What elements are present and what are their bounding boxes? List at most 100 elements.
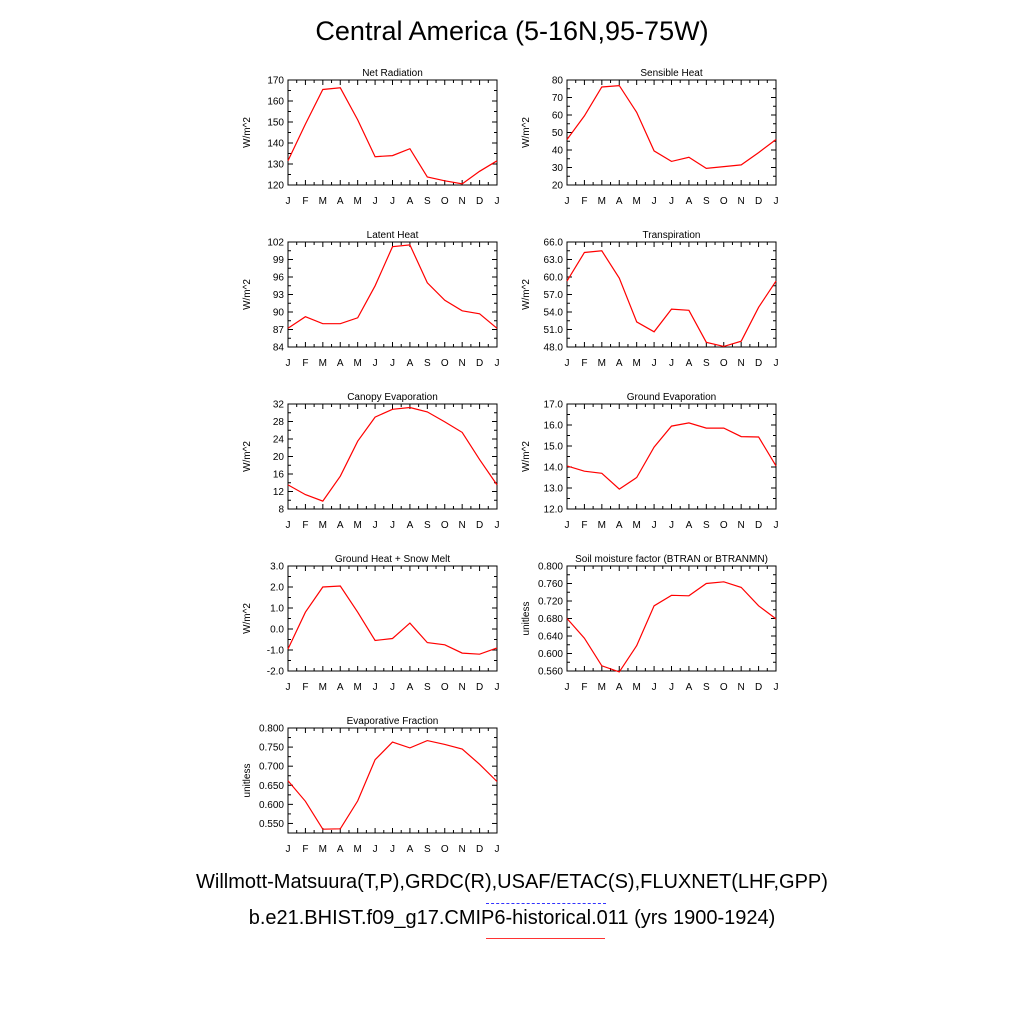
plot-frame bbox=[566, 565, 777, 672]
y-tick-label: 12.0 bbox=[544, 505, 564, 516]
chart-panel: Soil moisture factor (BTRAN or BTRANMN) u… bbox=[521, 554, 779, 693]
x-tick-label: N bbox=[738, 196, 745, 207]
y-tick-label: 20 bbox=[273, 452, 285, 463]
x-tick-label: F bbox=[302, 520, 308, 531]
y-tick-label: 90 bbox=[273, 308, 285, 319]
x-tick-label: A bbox=[407, 682, 414, 693]
x-tick-label: A bbox=[616, 682, 623, 693]
y-tick-label: 0.760 bbox=[538, 579, 563, 590]
series-line bbox=[566, 581, 777, 673]
y-tick-label: 0.640 bbox=[538, 632, 563, 643]
x-tick-label: J bbox=[669, 682, 674, 693]
chart-panel: Ground Evaporation W/m^2 12.0 13.0 14.0 15.0 1… bbox=[521, 392, 779, 531]
x-tick-label: S bbox=[424, 358, 431, 369]
x-tick-label: S bbox=[424, 682, 431, 693]
y-tick-label: 0.700 bbox=[259, 762, 284, 773]
x-tick-label: D bbox=[476, 682, 483, 693]
x-tick-label: A bbox=[407, 844, 414, 855]
footer-model-line: b.e21.BHIST.f09_g17.CMIP6-historical.011… bbox=[248, 907, 776, 929]
y-tick-label: 1.0 bbox=[270, 604, 284, 615]
x-tick-label: M bbox=[319, 196, 327, 207]
x-tick-label: J bbox=[495, 682, 500, 693]
x-tick-label: F bbox=[581, 358, 587, 369]
x-tick-label: M bbox=[598, 358, 606, 369]
x-tick-label: J bbox=[774, 358, 779, 369]
x-tick-label: F bbox=[302, 358, 308, 369]
x-tick-label: A bbox=[686, 682, 693, 693]
y-tick-label: 48.0 bbox=[544, 343, 564, 354]
x-tick-label: N bbox=[738, 682, 745, 693]
y-tick-label: 60 bbox=[552, 111, 564, 122]
page-title: Central America (5-16N,95-75W) bbox=[315, 16, 709, 46]
plot-frame bbox=[287, 727, 498, 834]
series-line bbox=[287, 87, 498, 185]
y-tick-label: 14.0 bbox=[544, 463, 564, 474]
y-tick-label: 0.600 bbox=[538, 649, 563, 660]
x-tick-label: M bbox=[598, 196, 606, 207]
y-tick-label: 30 bbox=[552, 163, 564, 174]
y-axis-label: W/m^2 bbox=[521, 441, 532, 472]
x-tick-label: O bbox=[720, 520, 728, 531]
y-tick-label: 160 bbox=[267, 97, 284, 108]
y-tick-label: 13.0 bbox=[544, 484, 564, 495]
x-tick-label: J bbox=[390, 196, 395, 207]
x-tick-label: F bbox=[581, 520, 587, 531]
panel-title: Latent Heat bbox=[367, 230, 419, 241]
x-tick-label: M bbox=[319, 682, 327, 693]
x-tick-label: A bbox=[616, 196, 623, 207]
x-tick-label: O bbox=[441, 196, 449, 207]
x-tick-label: J bbox=[373, 682, 378, 693]
x-tick-label: J bbox=[286, 844, 291, 855]
series-line bbox=[287, 739, 498, 830]
x-tick-label: D bbox=[476, 520, 483, 531]
x-tick-label: J bbox=[286, 196, 291, 207]
series-line bbox=[566, 250, 777, 348]
x-tick-label: J bbox=[373, 358, 378, 369]
x-tick-label: D bbox=[476, 358, 483, 369]
x-tick-label: M bbox=[632, 520, 640, 531]
panel-title: Transpiration bbox=[643, 230, 701, 241]
x-tick-label: J bbox=[373, 844, 378, 855]
x-tick-label: A bbox=[337, 844, 344, 855]
x-tick-label: O bbox=[720, 682, 728, 693]
y-tick-label: 3.0 bbox=[270, 562, 284, 573]
series-line bbox=[287, 244, 498, 329]
y-tick-label: 93 bbox=[273, 290, 285, 301]
series-line bbox=[566, 422, 777, 490]
y-tick-label: 120 bbox=[267, 181, 284, 192]
y-tick-label: 140 bbox=[267, 139, 284, 150]
y-tick-label: 87 bbox=[273, 325, 285, 336]
y-tick-label: 12 bbox=[273, 487, 285, 498]
panel-title: Net Radiation bbox=[362, 68, 423, 79]
y-tick-label: 63.0 bbox=[544, 255, 564, 266]
x-tick-label: M bbox=[632, 682, 640, 693]
y-tick-label: 16 bbox=[273, 470, 285, 481]
y-tick-label: 96 bbox=[273, 273, 285, 284]
y-tick-label: 24 bbox=[273, 435, 285, 446]
y-tick-label: 15.0 bbox=[544, 442, 564, 453]
y-axis-label: unitless bbox=[521, 602, 532, 636]
y-axis-label: W/m^2 bbox=[521, 279, 532, 310]
x-tick-label: M bbox=[598, 520, 606, 531]
x-tick-label: F bbox=[302, 844, 308, 855]
x-tick-label: N bbox=[459, 844, 466, 855]
x-tick-label: A bbox=[407, 358, 414, 369]
x-tick-label: M bbox=[353, 682, 361, 693]
y-tick-label: 2.0 bbox=[270, 583, 284, 594]
x-tick-label: A bbox=[337, 358, 344, 369]
y-tick-label: 8 bbox=[278, 505, 284, 516]
x-tick-label: J bbox=[565, 520, 570, 531]
x-tick-label: M bbox=[632, 358, 640, 369]
x-tick-label: J bbox=[774, 682, 779, 693]
x-tick-label: N bbox=[459, 196, 466, 207]
y-tick-label: 57.0 bbox=[544, 290, 564, 301]
x-tick-label: D bbox=[476, 196, 483, 207]
chart-panel: Transpiration W/m^2 48.0 51.0 54.0 57.0 60.0 63… bbox=[521, 230, 779, 369]
x-tick-label: J bbox=[652, 520, 657, 531]
y-tick-label: 66.0 bbox=[544, 238, 564, 249]
panel-title: Sensible Heat bbox=[640, 68, 702, 79]
x-tick-label: A bbox=[616, 520, 623, 531]
